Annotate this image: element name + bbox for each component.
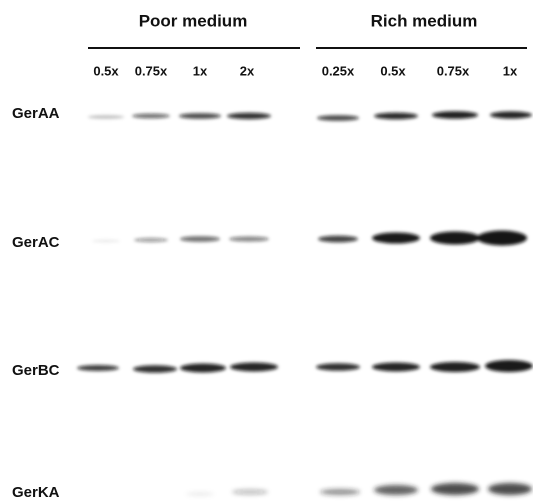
band bbox=[318, 236, 358, 243]
lane-label: 1x bbox=[193, 63, 208, 78]
lane-label: 0.25x bbox=[322, 63, 355, 78]
band bbox=[430, 362, 480, 372]
band bbox=[488, 483, 532, 495]
row-label: GerBC bbox=[12, 362, 60, 379]
band bbox=[490, 111, 532, 118]
lane-label: 0.75x bbox=[135, 63, 168, 78]
band bbox=[186, 493, 214, 496]
band bbox=[431, 483, 479, 495]
band bbox=[180, 364, 226, 373]
group-title: Rich medium bbox=[371, 11, 478, 30]
band bbox=[232, 490, 268, 495]
group-title: Poor medium bbox=[139, 11, 248, 30]
row-label: GerKA bbox=[12, 484, 60, 501]
band bbox=[180, 236, 220, 242]
band bbox=[227, 113, 271, 119]
band bbox=[316, 363, 360, 371]
lane-label: 2x bbox=[240, 63, 255, 78]
band bbox=[374, 485, 418, 495]
band bbox=[88, 115, 124, 119]
band bbox=[320, 489, 360, 495]
band bbox=[430, 232, 480, 245]
band bbox=[372, 363, 420, 372]
band bbox=[372, 233, 420, 244]
band bbox=[477, 231, 527, 246]
lane-label: 0.5x bbox=[93, 63, 119, 78]
band bbox=[229, 236, 269, 241]
band bbox=[132, 114, 170, 119]
band bbox=[230, 363, 278, 372]
blot-figure: Poor medium Rich medium 0.5x 0.75x 1x 2x… bbox=[0, 0, 533, 502]
band bbox=[179, 113, 221, 119]
band bbox=[134, 238, 168, 242]
band bbox=[133, 365, 177, 373]
page: Poor medium Rich medium 0.5x 0.75x 1x 2x… bbox=[0, 0, 533, 502]
band bbox=[92, 240, 120, 243]
lane-label: 0.5x bbox=[380, 63, 406, 78]
band bbox=[485, 360, 533, 372]
row-label: GerAA bbox=[12, 105, 60, 122]
band bbox=[317, 115, 359, 121]
band bbox=[432, 111, 478, 119]
row-label: GerAC bbox=[12, 234, 60, 251]
band bbox=[374, 113, 418, 120]
band bbox=[77, 365, 119, 371]
lane-label: 0.75x bbox=[437, 63, 470, 78]
lane-label: 1x bbox=[503, 63, 518, 78]
